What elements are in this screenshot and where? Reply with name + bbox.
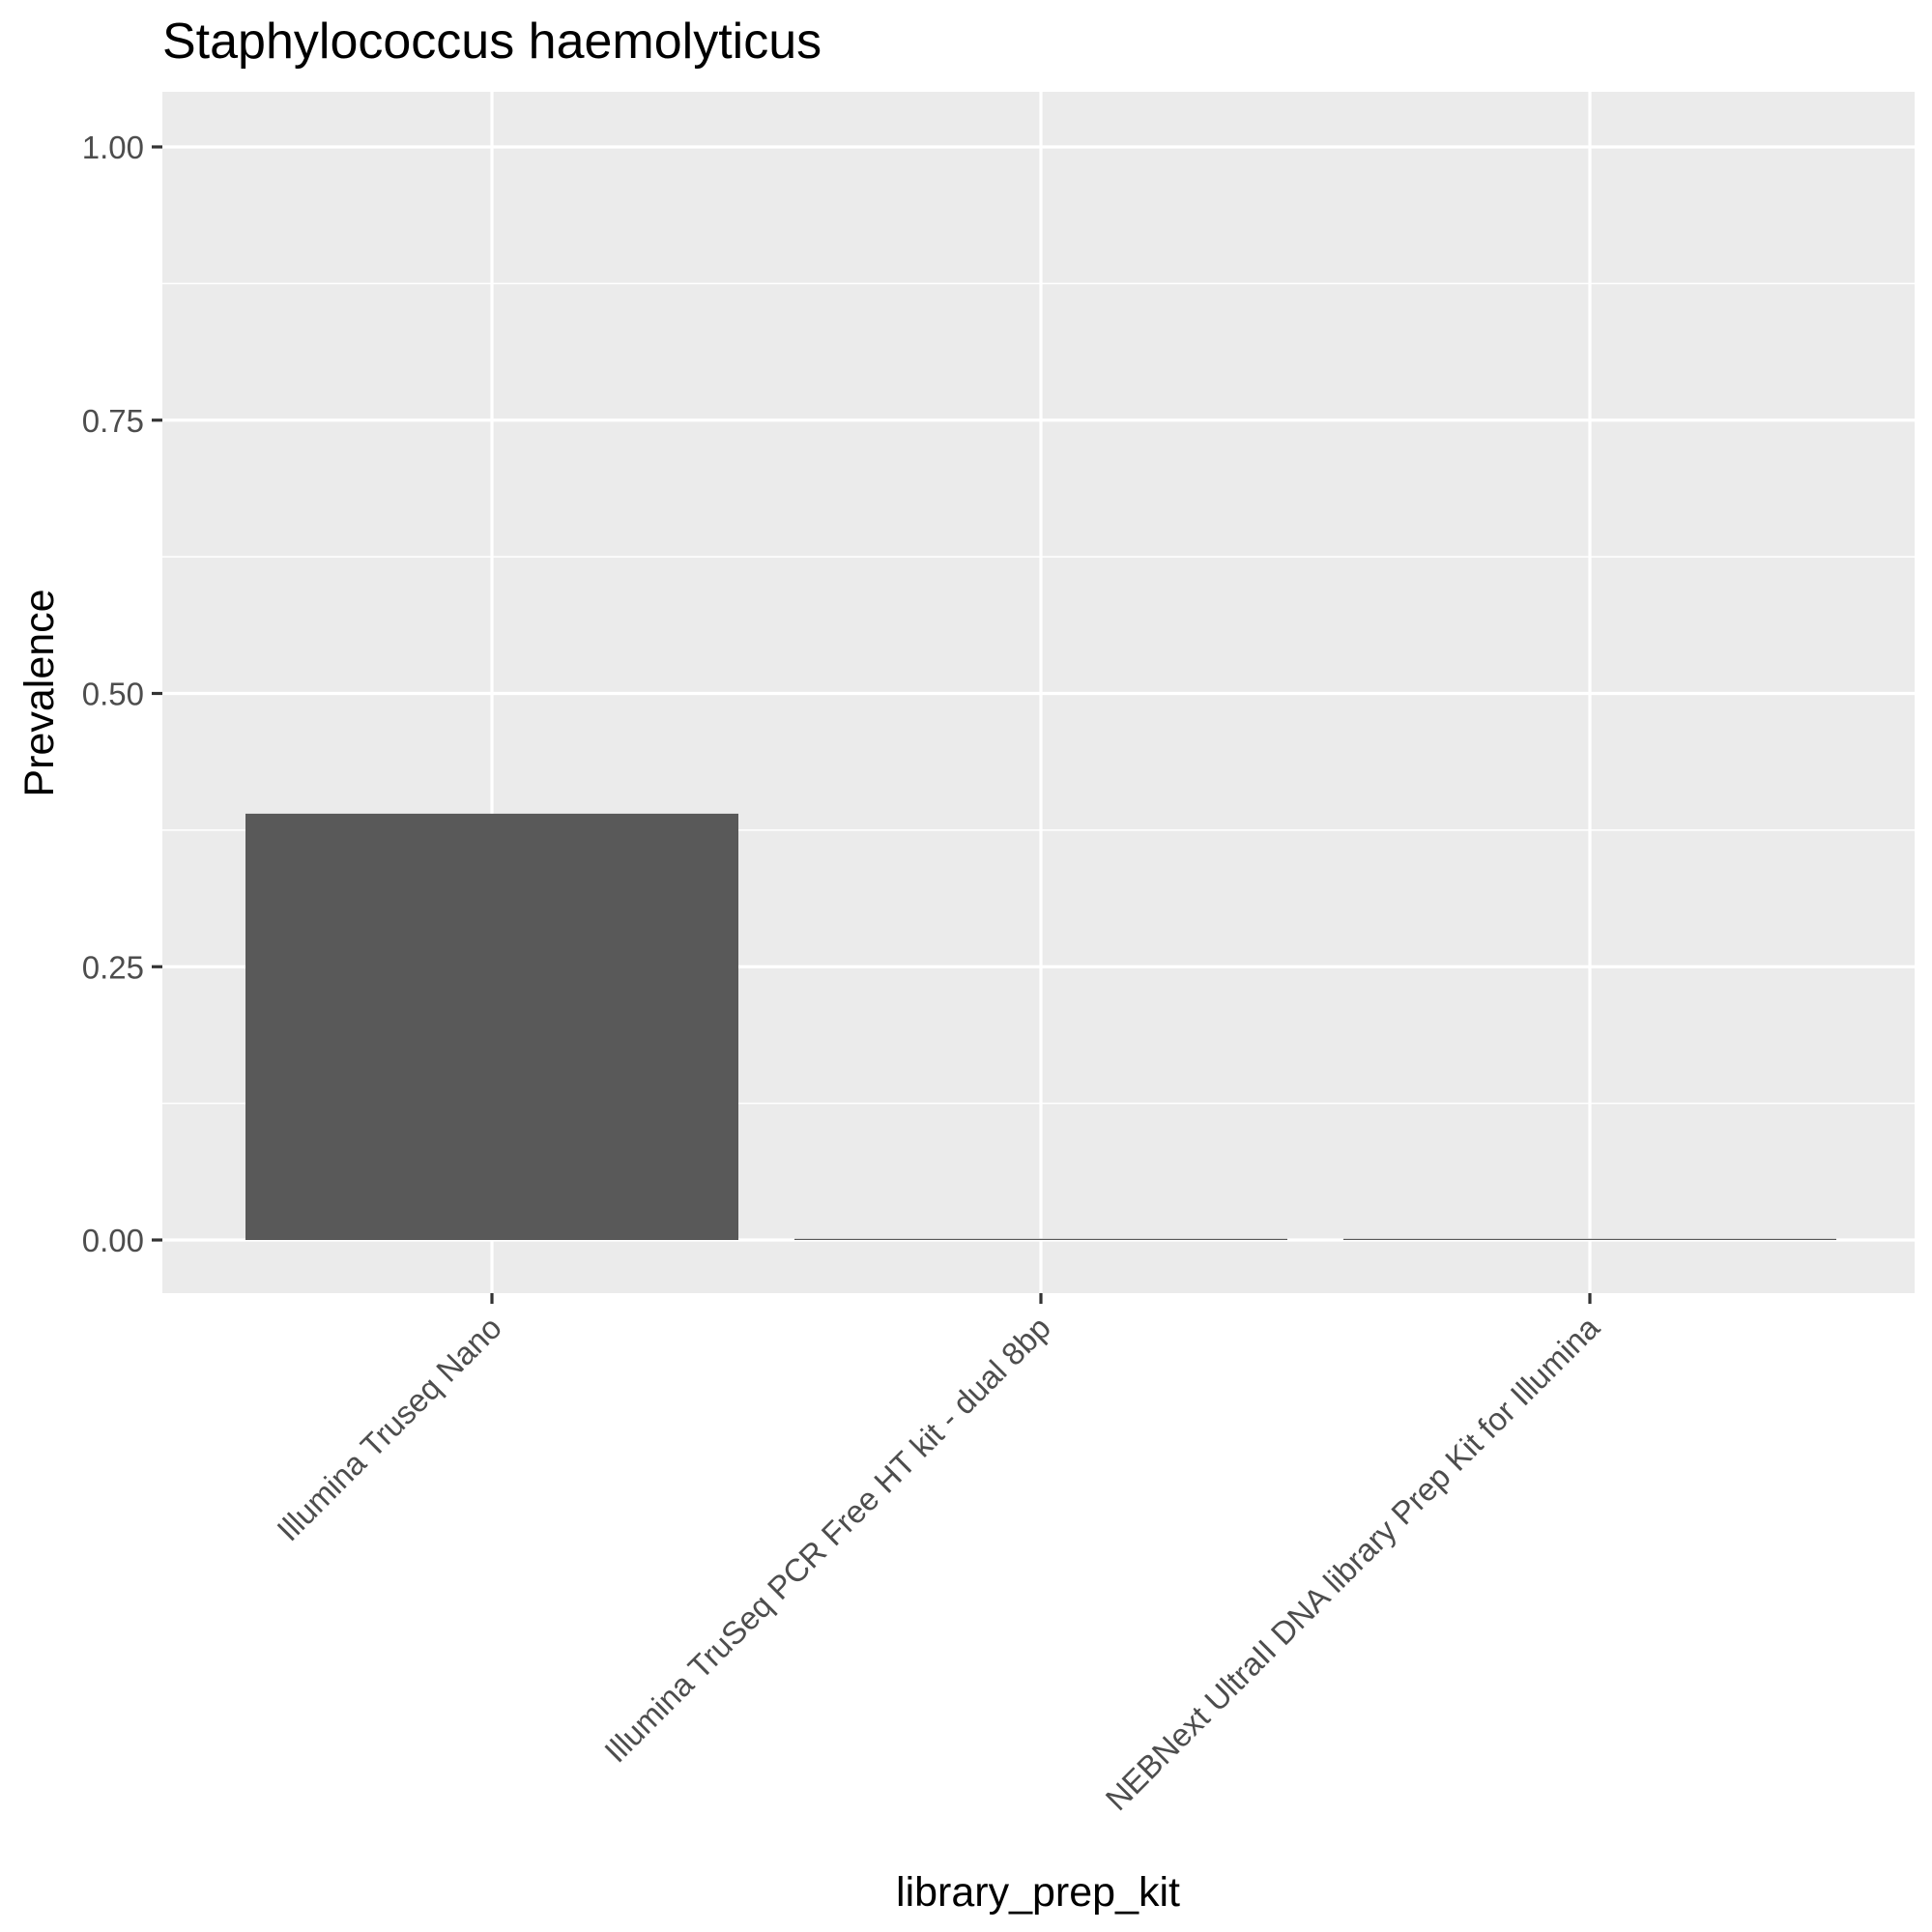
bar-3 xyxy=(1343,1238,1836,1240)
bar-2 xyxy=(794,1238,1287,1240)
y-tick-label: 0.25 xyxy=(82,949,144,985)
bars xyxy=(245,813,1836,1240)
x-tick-label: Illumina TruSeq PCR Free HT kit - dual 8… xyxy=(597,1310,1057,1770)
y-tick-label: 0.50 xyxy=(82,677,144,712)
x-axis: Illumina Truseq Nano Illumina TruSeq PCR … xyxy=(270,1293,1606,1817)
y-tick-label: 0.00 xyxy=(82,1223,144,1258)
y-tick-label: 0.75 xyxy=(82,403,144,439)
y-axis-title: Prevalence xyxy=(16,589,63,796)
bar-1 xyxy=(245,813,738,1240)
chart-title: Staphylococcus haemolyticus xyxy=(162,14,822,70)
y-axis: 0.00 0.25 0.50 0.75 1.00 xyxy=(82,130,162,1258)
x-tick-label: Illumina Truseq Nano xyxy=(270,1310,508,1548)
y-tick-label: 1.00 xyxy=(82,130,144,165)
x-tick-label: NEBNext UltraII DNA library Prep Kit for… xyxy=(1099,1309,1607,1817)
x-axis-title: library_prep_kit xyxy=(896,1869,1180,1916)
